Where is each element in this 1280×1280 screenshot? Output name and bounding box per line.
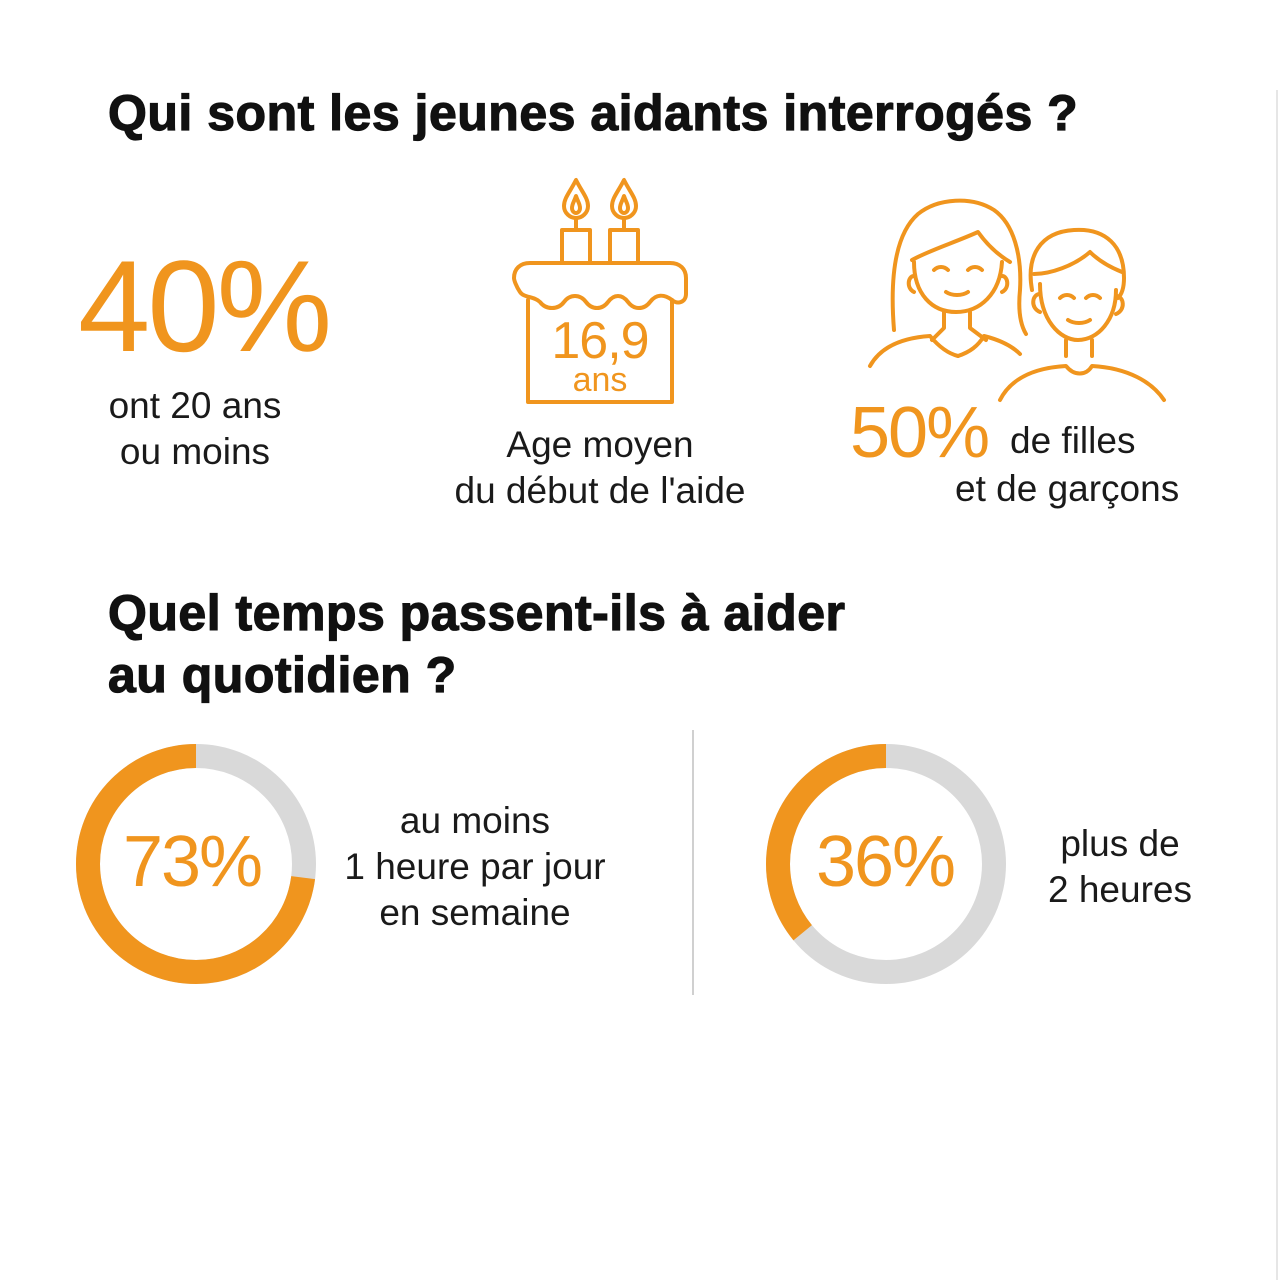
donut-two-hours-arc — [766, 744, 1006, 984]
stat-age-value: 40% — [78, 233, 332, 379]
stat-start-label: Age moyen du début de l'aide — [400, 422, 800, 514]
donut-two-hours-label-line2: 2 heures — [1048, 869, 1192, 910]
section-title-time: Quel temps passent-ils à aider au quotid… — [107, 582, 846, 706]
stat-start-label-line2: du début de l'aide — [454, 470, 746, 511]
right-edge-line — [1276, 90, 1278, 1280]
section-title-time-line2: au quotidien ? — [107, 646, 457, 703]
donut-weekday — [76, 744, 316, 984]
section-title-who: Qui sont les jeunes aidants interrogés ? — [107, 84, 1079, 141]
donut-weekday-label-line3: en semaine — [379, 892, 571, 933]
donut-two-hours-label: plus de 2 heures — [1010, 821, 1230, 913]
stat-gender-value: 50% — [850, 393, 990, 473]
donut-weekday-label: au moins 1 heure par jour en semaine — [320, 798, 630, 936]
girl-boy-icon — [868, 198, 1166, 402]
stat-age-label-line1: ont 20 ans — [108, 385, 282, 426]
stat-start-value: 16,9 — [551, 312, 649, 370]
donut-weekday-label-line2: 1 heure par jour — [344, 846, 606, 887]
stat-age-label: ont 20 ans ou moins — [60, 383, 330, 475]
birthday-cake-icon — [512, 178, 688, 404]
donut-weekday-value: 73% — [122, 822, 263, 902]
stat-start-label-line1: Age moyen — [506, 424, 694, 465]
donut-two-hours-value: 36% — [815, 822, 956, 902]
donut-two-hours-label-line1: plus de — [1060, 823, 1180, 864]
vertical-divider — [692, 730, 694, 995]
donut-weekday-label-line1: au moins — [399, 800, 551, 841]
stat-gender-label-line1: de filles — [1010, 420, 1136, 461]
section-title-time-line1: Quel temps passent-ils à aider — [107, 584, 846, 641]
donut-two-hours — [766, 744, 1006, 984]
donut-weekday-arc — [76, 744, 316, 984]
stat-age-label-line2: ou moins — [119, 431, 271, 472]
stat-gender-label-line2: et de garçons — [955, 468, 1180, 509]
stat-start-unit: ans — [572, 361, 628, 399]
